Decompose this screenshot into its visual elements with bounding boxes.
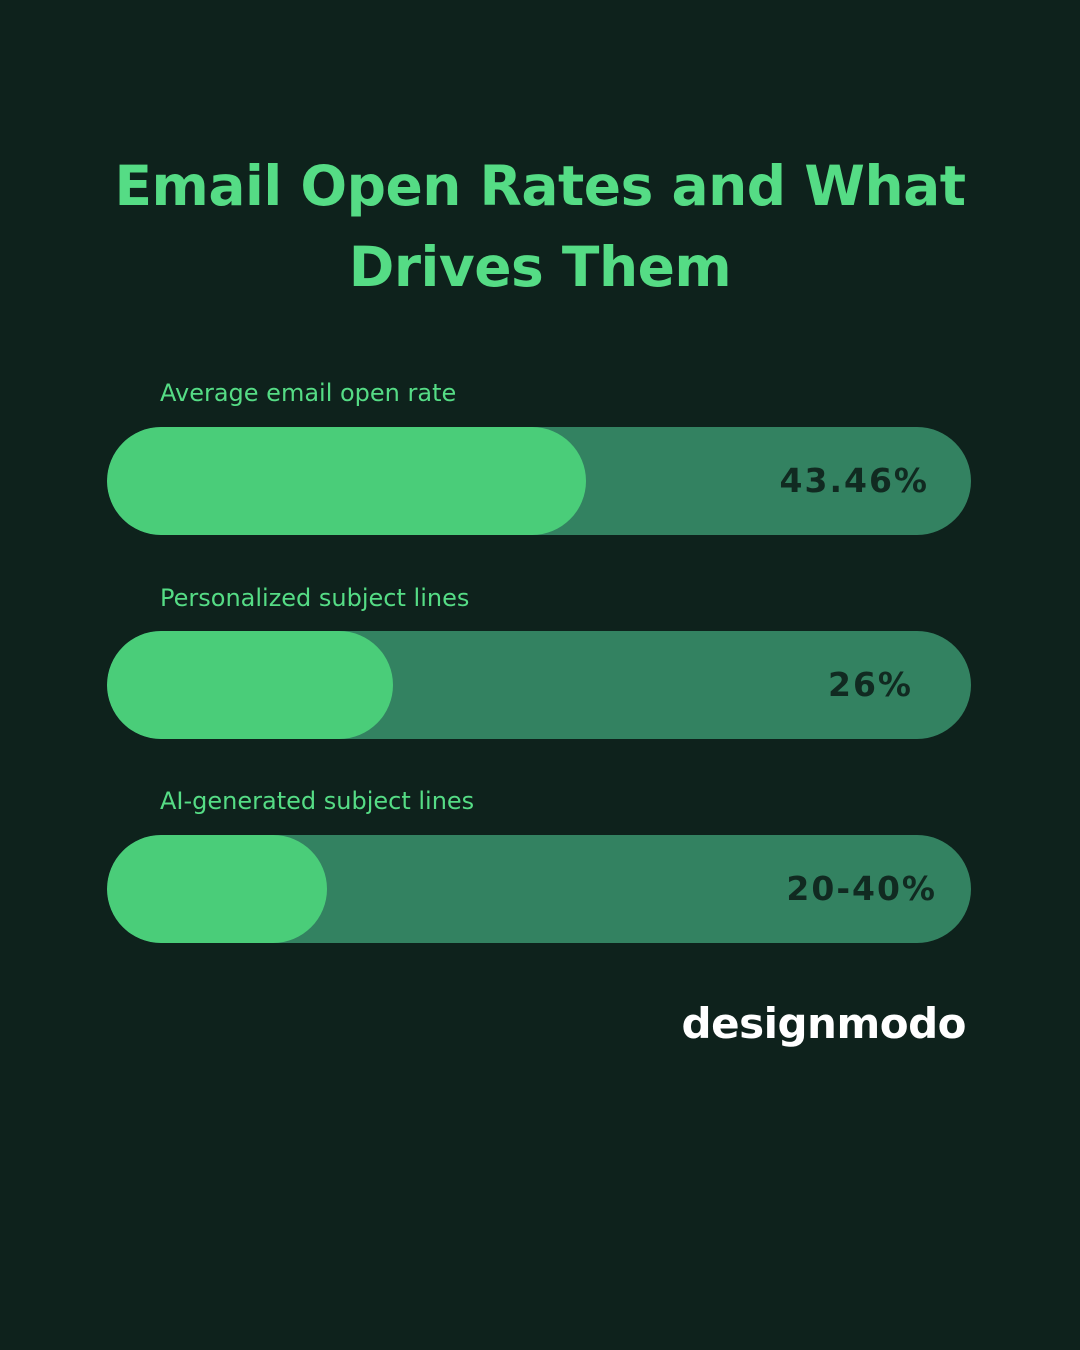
bar-track-personalized-subject-lines: 26%: [107, 631, 971, 739]
bar-fill-average-open-rate: [107, 427, 586, 535]
bar-track-average-open-rate: 43.46%: [107, 427, 971, 535]
chart-title-line-1: Email Open Rates and What: [114, 154, 966, 218]
bar-value-personalized-subject-lines: 26%: [828, 665, 913, 704]
bar-label-ai-generated-subject-lines: AI-generated subject lines: [160, 787, 475, 815]
brand-logo: designmodo: [681, 999, 967, 1048]
bar-value-ai-generated-subject-lines: 20-40%: [786, 869, 937, 908]
bar-value-average-open-rate: 43.46%: [779, 461, 929, 500]
chart-title-line-2: Drives Them: [348, 235, 732, 299]
bar-label-personalized-subject-lines: Personalized subject lines: [160, 584, 470, 612]
bar-fill-personalized-subject-lines: [107, 631, 394, 739]
bar-label-average-open-rate: Average email open rate: [160, 379, 457, 407]
bar-track-ai-generated-subject-lines: 20-40%: [107, 835, 971, 943]
chart-title: Email Open Rates and What Drives Them: [90, 146, 990, 308]
bar-fill-ai-generated-subject-lines: [107, 835, 328, 943]
